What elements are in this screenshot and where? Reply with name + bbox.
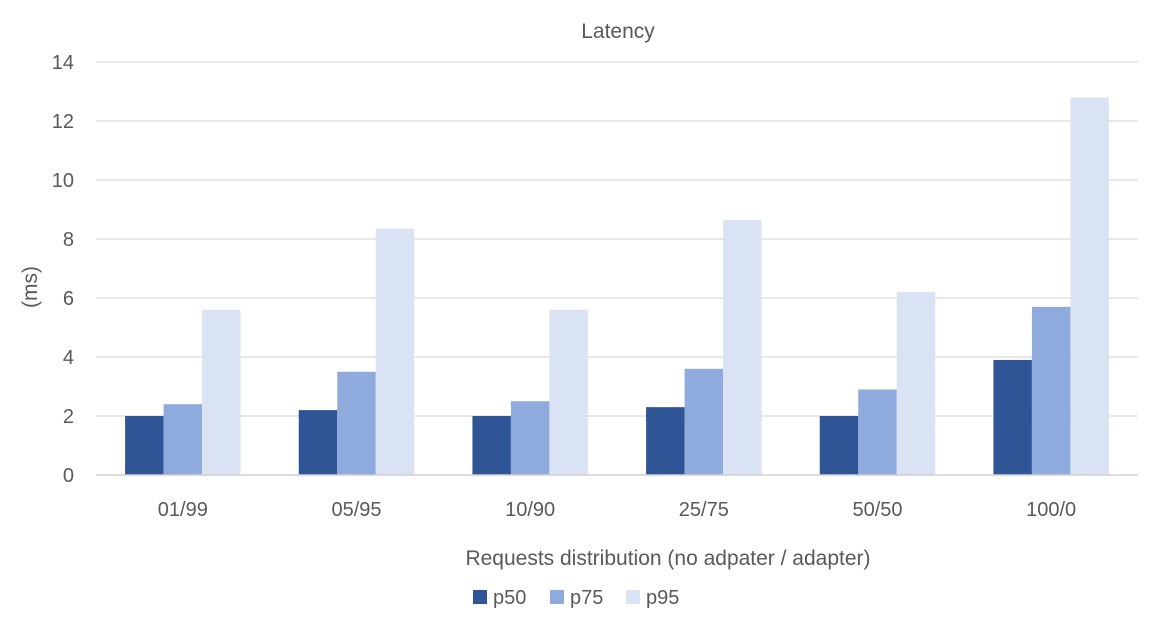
y-tick-label: 10: [52, 170, 74, 192]
bar-p75-01-99: [163, 404, 203, 475]
y-tick-label: 6: [63, 288, 74, 310]
bar-p95-25-75: [723, 219, 762, 475]
legend-swatch-p50: [473, 590, 487, 604]
x-tick-label: 01/99: [158, 499, 208, 521]
bar-p95-10-90: [549, 309, 588, 475]
y-tick-label: 12: [52, 111, 74, 133]
bar-p50-25-75: [646, 407, 685, 475]
bar-p75-50-50: [858, 389, 897, 475]
legend-swatch-p95: [626, 590, 640, 604]
bar-p50-50-50: [819, 416, 859, 475]
bar-p95-05-95: [375, 228, 415, 475]
legend-label-p75: p75: [570, 587, 603, 609]
bar-p75-100-0: [1031, 306, 1071, 475]
axes: 0 2 4 6 8 10 12 14 01/99 05/95 10/90 25/75 50/50 100/…: [52, 52, 1138, 521]
bar-p75-10-90: [510, 401, 550, 475]
legend: p50 p75 p95: [473, 587, 679, 609]
bar-p50-01-99: [125, 416, 164, 475]
bar-p75-25-75: [684, 368, 724, 475]
bar-p50-05-95: [298, 410, 338, 475]
y-tick-label: 2: [63, 406, 74, 428]
bars: [125, 97, 1109, 476]
bar-p75-05-95: [337, 371, 376, 475]
legend-swatch-p75: [550, 590, 564, 604]
bar-p95-100-0: [1070, 97, 1109, 476]
x-tick-label: 10/90: [505, 499, 555, 521]
x-tick-label: 100/0: [1026, 499, 1076, 521]
y-tick-label: 8: [63, 229, 74, 251]
y-tick-label: 14: [52, 52, 74, 74]
legend-label-p50: p50: [493, 587, 526, 609]
x-tick-label: 05/95: [331, 499, 381, 521]
chart-title: Latency: [581, 20, 655, 43]
bar-p50-10-90: [472, 416, 511, 475]
x-tick-label: 50/50: [852, 499, 902, 521]
bar-p95-50-50: [896, 292, 936, 475]
legend-label-p95: p95: [646, 587, 679, 609]
x-tick-label: 25/75: [679, 499, 729, 521]
bar-p95-01-99: [202, 309, 241, 475]
y-tick-label: 4: [63, 347, 74, 369]
gridlines: [96, 61, 1138, 417]
y-axis-title: (ms): [19, 266, 42, 308]
y-tick-label: 0: [63, 465, 74, 487]
x-axis-title: Requests distribution (no adpater / adap…: [465, 547, 870, 570]
bar-p50-100-0: [993, 359, 1032, 475]
